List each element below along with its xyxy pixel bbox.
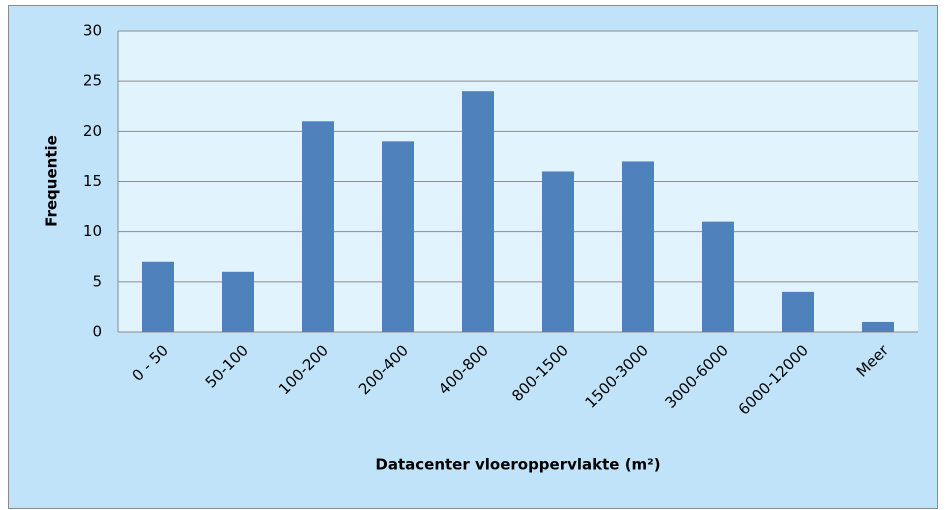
bar — [622, 161, 654, 332]
y-tick-label: 30 — [83, 22, 102, 40]
bar — [862, 321, 894, 332]
bar — [542, 171, 574, 332]
y-tick-label: 15 — [83, 172, 102, 190]
bar — [382, 141, 414, 332]
x-axis-label: Datacenter vloeroppervlakte (m²) — [375, 456, 660, 474]
y-tick-label: 25 — [83, 72, 102, 90]
y-tick-label: 10 — [83, 222, 102, 240]
bar — [702, 221, 734, 332]
y-tick-label: 20 — [83, 122, 102, 140]
bar — [302, 121, 334, 332]
y-axis-label: Frequentie — [43, 135, 61, 227]
bar — [142, 261, 174, 332]
y-tick-label: 0 — [92, 323, 102, 341]
bar — [782, 291, 814, 332]
bar — [222, 271, 254, 332]
bar — [462, 91, 494, 332]
y-tick-label: 5 — [92, 272, 102, 290]
